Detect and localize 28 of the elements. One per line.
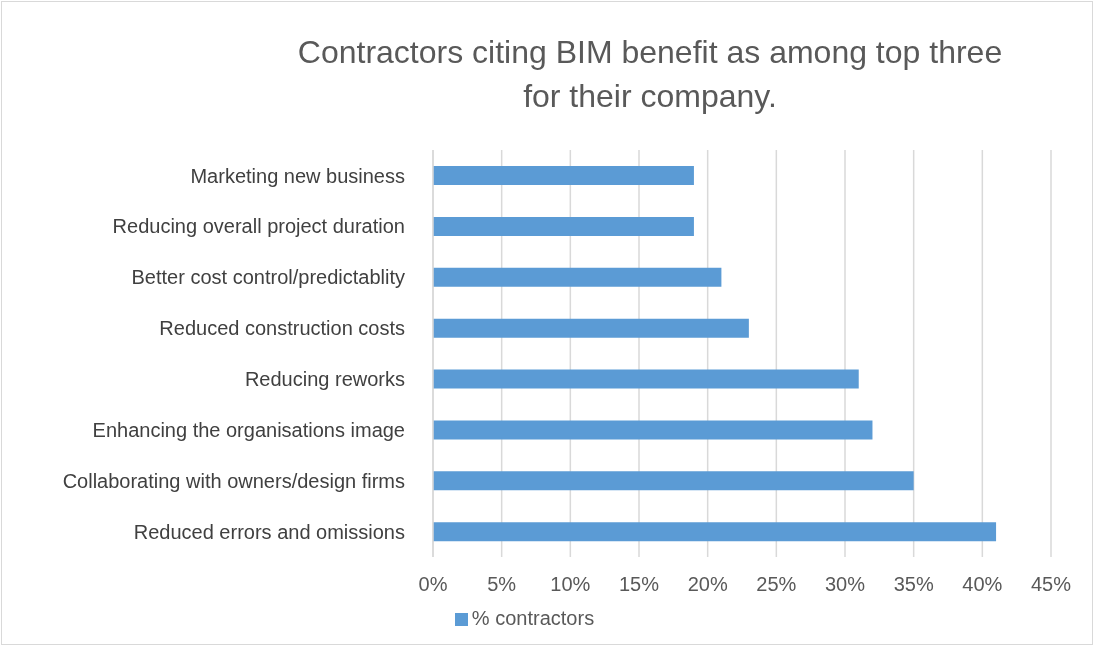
bar [433,216,694,236]
bar [433,522,997,542]
bar [433,369,859,389]
bar [433,267,722,287]
x-tick-label: 25% [756,573,797,596]
y-tick-label: Better cost control/predictablity [131,266,405,289]
x-tick-label: 35% [893,573,934,596]
bar [433,318,749,338]
x-tick-label: 40% [962,573,1003,596]
y-tick-label: Reducing reworks [244,368,405,391]
legend-label: % contractors [471,607,595,629]
y-tick-label: Marketing new business [190,164,405,187]
y-tick-label: Reduced construction costs [159,317,405,340]
chart-title: Contractors citing BIM benefit as among top three for their company. [296,33,1004,116]
x-tick-label: 30% [824,573,866,596]
x-tick-label: 10% [550,573,591,596]
y-tick-label: Collaborating with owners/design firms [62,469,405,492]
bar [433,420,873,440]
y-tick-label: Reduced errors and omissions [133,520,405,543]
y-tick-label: Reducing overall project duration [112,215,405,238]
y-tick-label: Enhancing the organisations image [92,418,405,441]
x-tick-label: 20% [687,573,728,596]
x-tick-label: 15% [618,573,660,596]
bar [433,471,914,491]
x-tick-label: 5% [487,573,517,596]
x-tick-label: 0% [418,573,448,596]
bar [433,166,694,185]
x-tick-label: 45% [1030,573,1072,596]
